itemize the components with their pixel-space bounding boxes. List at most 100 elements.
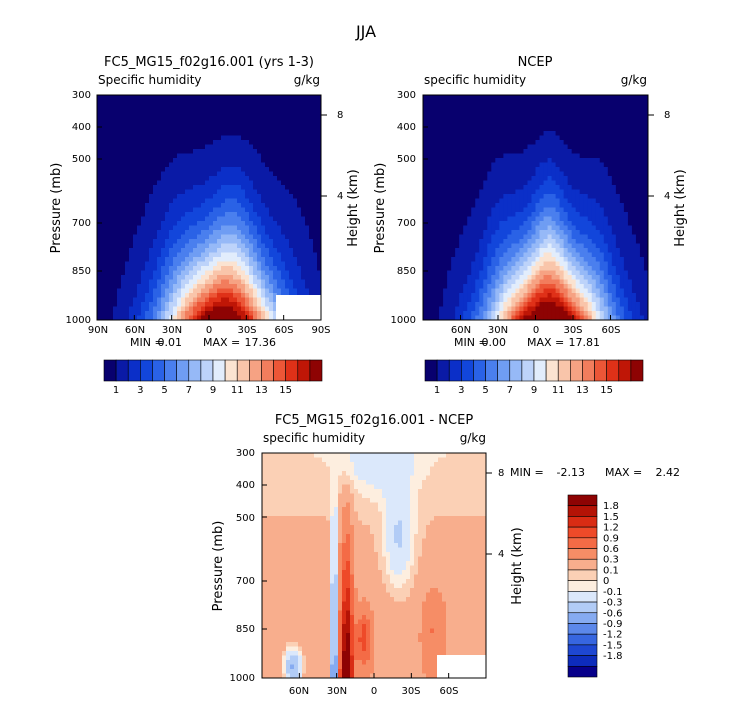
contour-cell: [293, 194, 298, 200]
contour-cell: [133, 261, 138, 267]
contour-cell: [615, 104, 621, 110]
contour-cell: [205, 194, 210, 200]
contour-cell: [125, 108, 130, 114]
contour-cell: [121, 275, 126, 281]
contour-cell: [117, 158, 122, 164]
contour-cell: [181, 216, 186, 222]
contour-cell: [583, 261, 589, 267]
contour-cell: [249, 203, 254, 209]
contour-cell: [293, 248, 298, 254]
contour-cell: [101, 95, 106, 101]
contour-cell: [105, 266, 110, 272]
y2-tick-label: 4: [337, 191, 343, 202]
contour-cell: [547, 252, 553, 258]
contour-cell: [245, 113, 250, 119]
contour-cell: [631, 189, 637, 195]
contour-cell: [427, 203, 432, 209]
contour-cell: [229, 275, 234, 281]
contour-cell: [547, 144, 553, 150]
contour-cell: [289, 189, 294, 195]
contour-cell: [643, 212, 648, 218]
contour-cell: [125, 104, 130, 110]
contour-cell: [527, 140, 533, 146]
contour-cell: [503, 99, 508, 105]
contour-cell: [543, 252, 549, 258]
contour-cell: [121, 194, 126, 200]
contour-cell: [253, 104, 258, 110]
contour-cell: [201, 117, 206, 123]
contour-cell: [245, 108, 250, 114]
contour-cell: [567, 261, 573, 267]
contour-cell: [173, 216, 178, 222]
contour-cell: [451, 171, 456, 177]
contour-cell: [141, 207, 146, 213]
contour-cell: [185, 230, 190, 236]
contour-cell: [201, 221, 206, 227]
contour-cell: [237, 122, 242, 128]
contour-cell: [607, 131, 613, 137]
contour-cell: [523, 149, 529, 155]
contour-cell: [233, 126, 238, 132]
contour-cell: [511, 144, 517, 150]
contour-cell: [169, 176, 174, 182]
contour-cell: [237, 144, 242, 150]
contour-cell: [249, 158, 254, 164]
contour-cell: [101, 104, 106, 110]
contour-cell: [503, 149, 508, 155]
contour-cell: [105, 149, 110, 155]
contour-cell: [301, 144, 306, 150]
contour-cell: [265, 212, 270, 218]
contour-cell: [137, 198, 142, 204]
contour-cell: [599, 149, 605, 155]
contour-cell: [101, 248, 106, 254]
contour-cell: [257, 288, 262, 294]
contour-cell: [117, 315, 122, 320]
contour-cell: [257, 203, 262, 209]
contour-cell: [205, 95, 210, 101]
contour-cell: [289, 113, 294, 119]
contour-cell: [511, 108, 517, 114]
contour-cell: [571, 230, 577, 236]
contour-cell: [567, 135, 573, 141]
contour-cell: [305, 144, 310, 150]
contour-cell: [515, 257, 521, 263]
contour-cell: [309, 95, 314, 101]
contour-cell: [185, 117, 190, 123]
contour-cell: [479, 252, 484, 258]
contour-cell: [571, 189, 577, 195]
contour-cell: [455, 113, 460, 119]
contour-cell: [177, 266, 182, 272]
contour-cell: [611, 221, 617, 227]
contour-cell: [559, 216, 565, 222]
contour-cell: [543, 185, 549, 191]
contour-cell: [281, 167, 286, 173]
contour-cell: [503, 230, 508, 236]
contour-cell: [619, 131, 625, 137]
contour-cell: [599, 162, 605, 168]
contour-cell: [575, 149, 581, 155]
contour-cell: [289, 126, 294, 132]
contour-cell: [575, 198, 581, 204]
contour-cell: [101, 306, 106, 312]
contour-cell: [643, 185, 648, 191]
contour-cell: [273, 311, 278, 317]
contour-cell: [189, 140, 194, 146]
contour-cell: [149, 108, 154, 114]
contour-cell: [253, 266, 258, 272]
contour-cell: [575, 158, 581, 164]
contour-cell: [423, 212, 428, 218]
contour-cell: [483, 198, 488, 204]
contour-cell: [165, 185, 170, 191]
contour-cell: [105, 221, 110, 227]
contour-cell: [169, 104, 174, 110]
contour-cell: [507, 185, 512, 191]
contour-cell: [619, 135, 625, 141]
contour-cell: [313, 126, 318, 132]
contour-cell: [475, 189, 480, 195]
contour-cell: [435, 212, 440, 218]
contour-cell: [113, 95, 118, 101]
contour-cell: [467, 216, 472, 222]
contour-cell: [423, 140, 428, 146]
contour-cell: [241, 149, 246, 155]
contour-cell: [471, 194, 476, 200]
